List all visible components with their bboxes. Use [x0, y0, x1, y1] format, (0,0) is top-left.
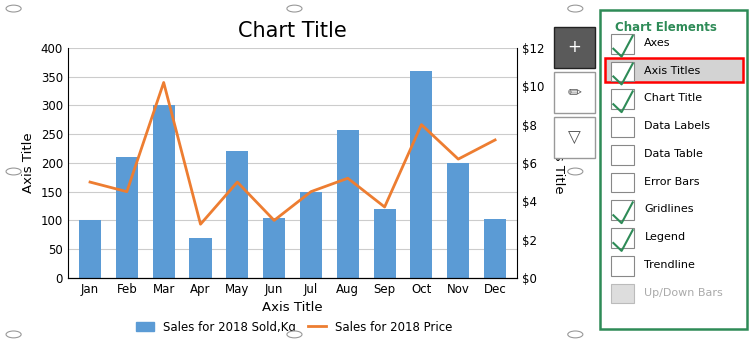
Bar — [116, 157, 138, 278]
Text: Gridlines: Gridlines — [645, 204, 694, 214]
Bar — [411, 71, 433, 278]
Text: ✏: ✏ — [567, 84, 581, 102]
Bar — [611, 117, 634, 137]
Bar — [484, 218, 506, 278]
Bar — [611, 284, 634, 304]
Text: Error Bars: Error Bars — [645, 177, 700, 187]
Text: Legend: Legend — [645, 232, 686, 242]
Text: Axis Titles: Axis Titles — [645, 66, 701, 75]
Bar — [553, 27, 595, 68]
Text: Data Labels: Data Labels — [645, 121, 710, 131]
Bar — [153, 105, 174, 278]
Bar — [553, 72, 595, 113]
Bar — [611, 62, 634, 81]
Bar — [190, 238, 211, 278]
Bar — [611, 90, 634, 109]
Legend: Sales for 2018 Sold,Kg, Sales for 2018 Price: Sales for 2018 Sold,Kg, Sales for 2018 P… — [133, 317, 456, 337]
Bar — [263, 217, 285, 278]
Bar — [374, 209, 396, 278]
Y-axis label: Axis Title: Axis Title — [23, 133, 35, 193]
Bar — [611, 228, 634, 248]
Bar — [611, 34, 634, 54]
Bar — [300, 192, 322, 278]
Text: Data Table: Data Table — [645, 149, 703, 159]
Text: Chart Elements: Chart Elements — [615, 22, 716, 34]
X-axis label: Axis Title: Axis Title — [262, 301, 323, 314]
Bar — [605, 58, 743, 82]
Text: Up/Down Bars: Up/Down Bars — [645, 287, 723, 298]
Text: ▽: ▽ — [568, 129, 581, 147]
Text: Axes: Axes — [645, 38, 671, 48]
Bar — [337, 130, 359, 278]
Bar — [611, 173, 634, 192]
Bar — [611, 145, 634, 165]
Bar — [79, 221, 101, 278]
Title: Chart Title: Chart Title — [238, 21, 347, 41]
Y-axis label: Axis Title: Axis Title — [553, 133, 565, 193]
Text: Trendline: Trendline — [645, 260, 695, 270]
Text: Chart Title: Chart Title — [645, 93, 702, 103]
Bar — [611, 200, 634, 220]
Bar — [611, 256, 634, 276]
Bar — [553, 117, 595, 158]
Bar — [447, 163, 470, 278]
Bar — [226, 152, 248, 278]
Text: +: + — [567, 38, 581, 56]
